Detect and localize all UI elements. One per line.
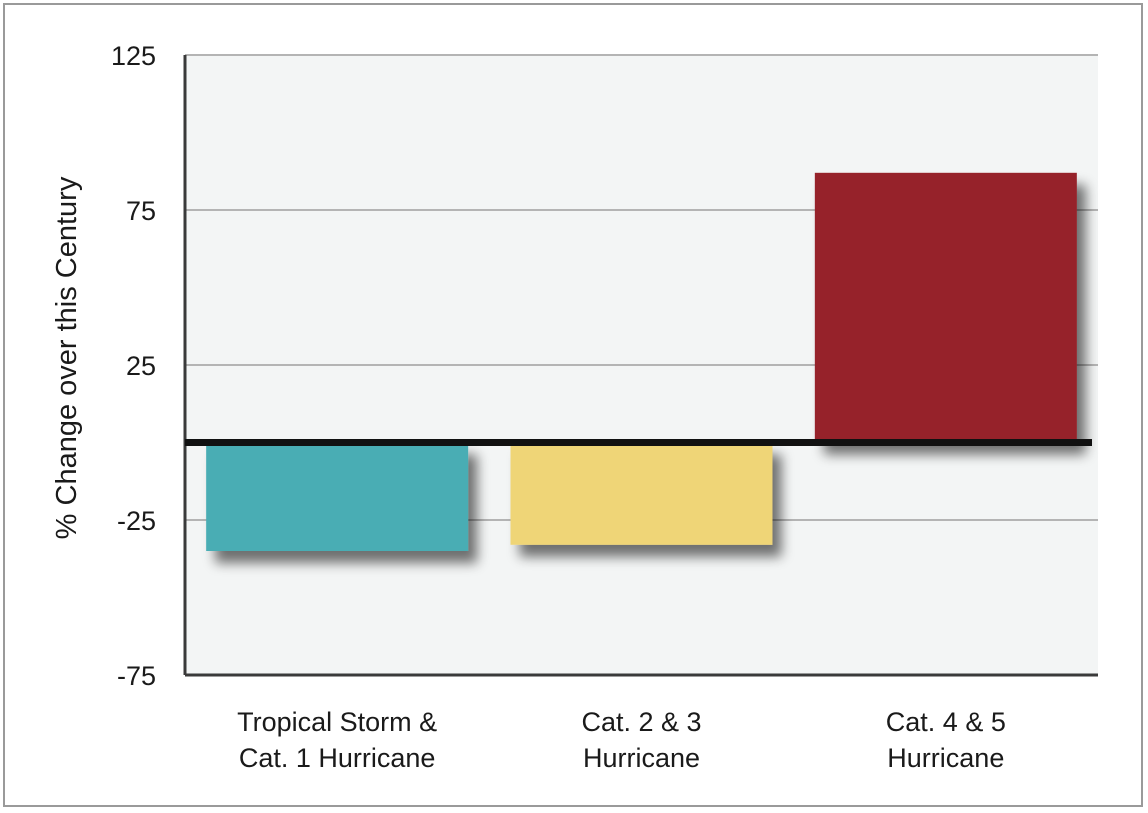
y-tick-label: -25 (117, 506, 156, 536)
y-tick-labels: 125 75 25 -25 -75 (111, 41, 156, 691)
bar-1 (206, 442, 469, 551)
x-tick-label: Hurricane (887, 743, 1004, 773)
y-tick-label: 125 (111, 41, 156, 71)
x-tick-label: Cat. 4 & 5 (886, 707, 1006, 737)
y-axis-label: % Change over this Century (51, 176, 83, 539)
y-tick-label: -75 (117, 661, 156, 691)
bar-2 (510, 442, 773, 545)
x-tick-label: Hurricane (583, 743, 700, 773)
y-tick-label: 25 (126, 351, 156, 381)
x-tick-label: Tropical Storm & (237, 707, 437, 737)
x-tick-label: Cat. 1 Hurricane (239, 743, 436, 773)
y-tick-label: 75 (126, 196, 156, 226)
x-tick-label: Cat. 2 & 3 (581, 707, 701, 737)
bars (206, 172, 1077, 551)
bar-3 (814, 172, 1077, 443)
x-category-labels: Tropical Storm & Cat. 1 Hurricane Cat. 2 &… (237, 707, 1006, 773)
axes (183, 55, 1098, 677)
